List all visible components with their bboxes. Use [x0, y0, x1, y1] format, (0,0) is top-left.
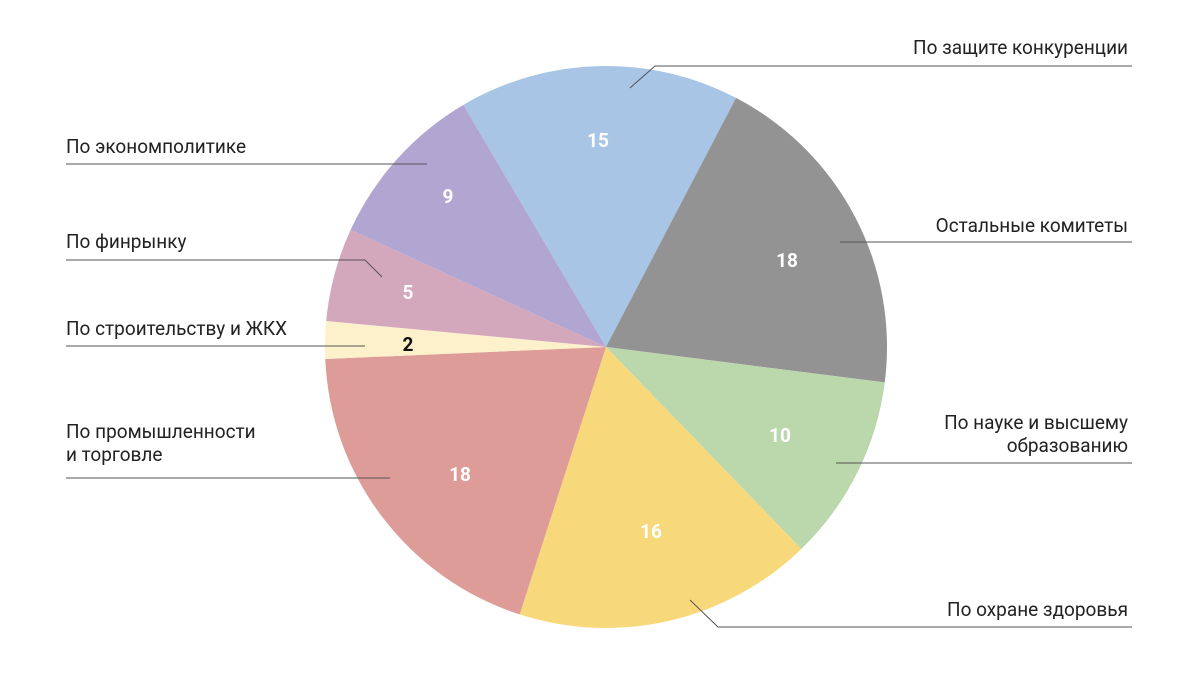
slice-label: По охране здоровья — [947, 598, 1128, 621]
label-line: По строительству и ЖКХ — [66, 317, 287, 340]
label-line: По экономполитике — [66, 135, 246, 158]
slice-label: По строительству и ЖКХ — [66, 317, 287, 340]
label-line: образованию — [1007, 434, 1128, 457]
label-line: Остальные комитеты — [936, 214, 1128, 237]
label-line: По защите конкуренции — [913, 36, 1128, 59]
value-label: 9 — [443, 185, 454, 208]
label-line: По промышленности — [66, 420, 256, 443]
value-label: 18 — [776, 249, 798, 272]
leader-line — [629, 65, 1132, 89]
leader-line — [689, 599, 1132, 628]
value-label: 10 — [769, 424, 791, 447]
pie-slice — [519, 347, 802, 628]
value-label: 2 — [403, 333, 414, 356]
value-label: 5 — [403, 281, 414, 304]
label-line: и торговле — [66, 443, 162, 466]
slice-label: По науке и высшему образованию — [944, 411, 1128, 457]
pie-slice — [606, 97, 887, 383]
pie-slice — [326, 229, 606, 347]
value-label: 16 — [640, 520, 662, 543]
value-label: 18 — [449, 463, 471, 486]
slice-label: По финрынку — [66, 230, 186, 253]
pie-slice — [463, 65, 737, 347]
leader-line — [66, 259, 383, 278]
pie-slice — [350, 104, 606, 347]
value-label: 15 — [587, 129, 609, 152]
slice-label: По экономполитике — [66, 135, 246, 158]
pie-slice — [606, 347, 885, 549]
pie-slice — [325, 347, 606, 615]
slice-label: По промышленности и торговле — [66, 420, 256, 466]
label-line: По науке и высшему — [944, 411, 1128, 434]
pie-slice — [325, 321, 606, 359]
slice-label: Остальные комитеты — [936, 214, 1128, 237]
label-line: По охране здоровья — [947, 598, 1128, 621]
slice-label: По защите конкуренции — [913, 36, 1128, 59]
label-line: По финрынку — [66, 230, 186, 253]
